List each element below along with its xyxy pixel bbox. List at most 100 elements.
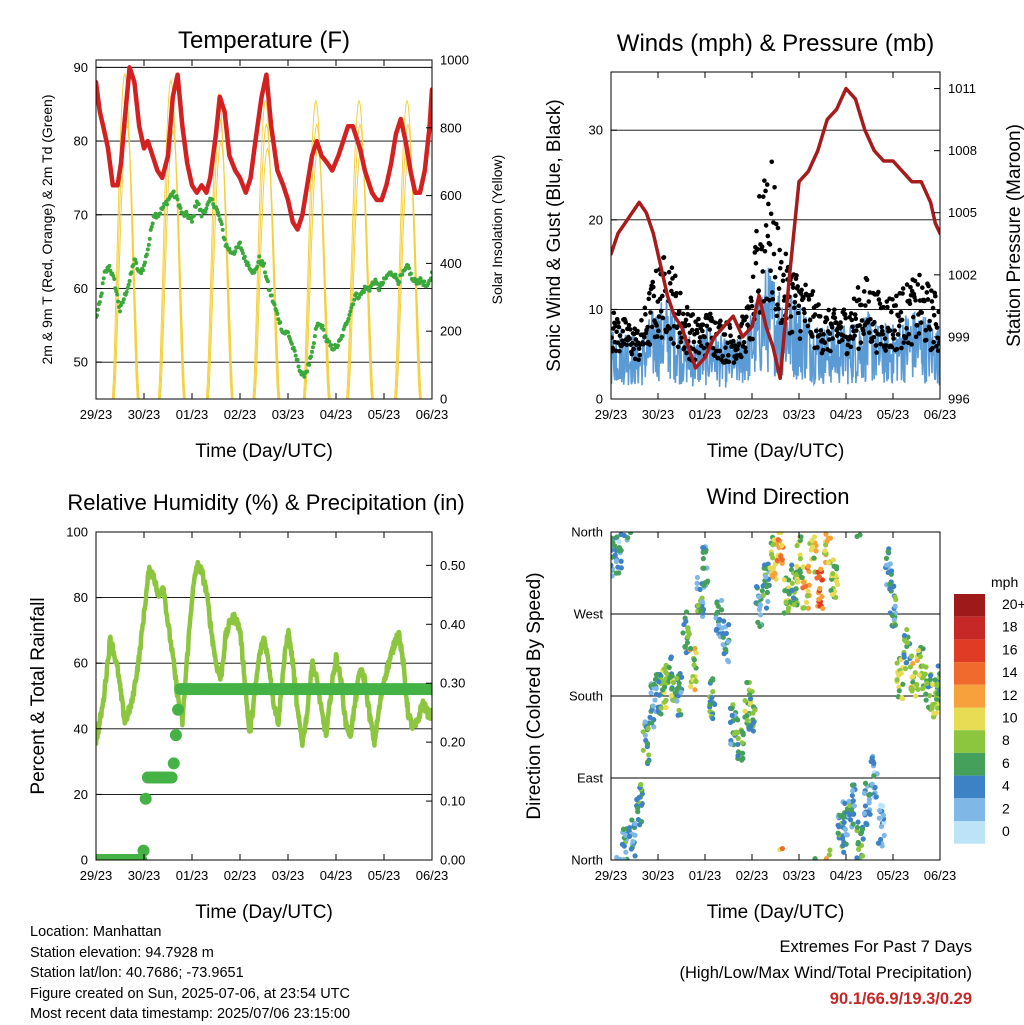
wind-x-tick-label: 30/23 <box>642 407 675 422</box>
gust-point <box>750 274 756 280</box>
gust-point <box>763 223 769 228</box>
direction-point <box>698 608 704 614</box>
gust-point <box>611 345 615 351</box>
gust-point <box>912 278 918 284</box>
direction-point <box>725 639 731 645</box>
temp-y-tick-label: 80 <box>74 134 88 149</box>
gust-point <box>776 306 781 312</box>
direction-point <box>611 573 615 579</box>
gust-point <box>626 322 632 328</box>
dir-x-tick-label: 29/23 <box>595 868 628 883</box>
direction-point <box>744 713 750 719</box>
direction-point <box>699 599 705 605</box>
direction-point <box>814 575 820 581</box>
gust-point <box>802 318 808 324</box>
dewpoint-point <box>311 341 316 346</box>
wind-y-tick-label: 30 <box>589 123 603 138</box>
gust-point <box>660 293 665 299</box>
dewpoint-point <box>274 308 279 313</box>
direction-point <box>866 792 872 798</box>
temp-plot-area <box>96 73 432 399</box>
direction-point <box>850 821 856 827</box>
gust-point <box>798 328 803 334</box>
extremes-subtitle: (High/Low/Max Wind/Total Precipitation) <box>679 964 972 982</box>
direction-point <box>915 647 922 654</box>
gust-point <box>695 322 701 328</box>
dewpoint-point <box>377 288 382 293</box>
gust-point <box>838 320 843 325</box>
colorbar-label: 12 <box>1002 687 1018 703</box>
direction-point <box>788 588 795 594</box>
direction-point <box>700 544 706 551</box>
direction-point <box>691 662 697 668</box>
gust-point <box>813 328 819 334</box>
gust-point <box>831 311 837 316</box>
temp-frame <box>95 59 433 400</box>
dewpoint-point <box>139 271 144 276</box>
dewpoint-point <box>112 277 117 282</box>
temp-y2-tick-label: 600 <box>440 188 462 203</box>
gust-point <box>640 341 646 347</box>
gust-point <box>876 297 882 302</box>
direction-point <box>630 838 636 845</box>
dir-plot-area <box>611 532 945 860</box>
gust-point <box>920 285 925 290</box>
direction-point <box>823 542 829 548</box>
direction-point <box>923 691 929 697</box>
rh-xlabel: Time (Day/UTC) <box>195 902 333 923</box>
direction-point <box>666 664 672 671</box>
direction-point <box>940 693 945 698</box>
dewpoint-point <box>293 353 298 358</box>
direction-point <box>920 686 926 692</box>
precip-point <box>169 729 182 742</box>
direction-point <box>854 855 860 860</box>
gust-point <box>636 346 642 351</box>
direction-point <box>648 690 654 696</box>
colorbar-label: 20+ <box>1002 596 1024 612</box>
direction-point <box>629 817 635 823</box>
precip-point <box>139 792 152 805</box>
temp-y2-tick-label: 1000 <box>440 53 469 68</box>
gust-point <box>792 305 797 311</box>
direction-point <box>726 622 732 628</box>
direction-point <box>916 672 923 678</box>
gust-point <box>682 345 687 350</box>
gust-point <box>740 314 745 319</box>
gust-point <box>781 272 786 278</box>
direction-point <box>927 673 934 679</box>
direction-point <box>938 698 940 704</box>
gust-point <box>934 344 939 349</box>
gust-point <box>768 211 774 217</box>
direction-point <box>674 675 680 682</box>
gust-point <box>617 348 622 354</box>
gust-point <box>830 336 835 341</box>
direction-point <box>697 586 703 593</box>
gust-point <box>643 312 648 317</box>
dewpoint-point <box>203 209 208 214</box>
direction-point <box>797 556 803 562</box>
direction-point <box>758 612 764 618</box>
dewpoint-point <box>133 257 138 262</box>
gust-point <box>656 328 661 334</box>
gust-point <box>879 324 885 330</box>
wind-y-tick-label: 0 <box>596 392 603 407</box>
gust-point <box>772 184 777 190</box>
direction-point <box>867 811 873 817</box>
rh-y-tick-label: 80 <box>74 590 88 605</box>
gust-point <box>666 269 672 275</box>
dewpoint-point <box>310 349 314 354</box>
dewpoint-point <box>296 364 301 369</box>
direction-point <box>931 710 937 716</box>
direction-point <box>764 582 771 588</box>
direction-point <box>860 836 866 842</box>
gust-point <box>636 357 641 363</box>
gust-point <box>647 342 653 347</box>
gust-point <box>769 159 775 165</box>
gust-point <box>852 312 858 317</box>
gust-point <box>821 332 826 337</box>
gust-point <box>765 233 771 239</box>
direction-point <box>764 589 770 596</box>
gust-point <box>841 307 847 313</box>
gust-point <box>817 332 822 338</box>
wind-y-tick-label: 20 <box>589 212 603 227</box>
